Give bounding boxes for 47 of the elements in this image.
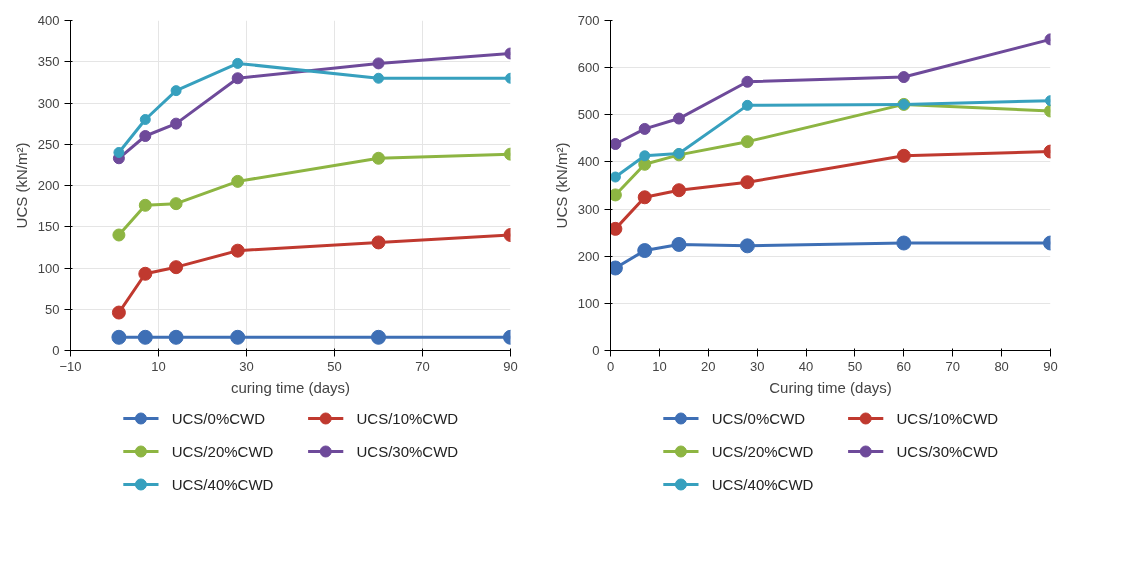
x-tick-label: 70: [415, 358, 430, 374]
legend-label: UCS/40%CWD: [171, 476, 274, 493]
y-tick-label: 200: [577, 248, 600, 264]
y-tick-label: 400: [577, 154, 600, 170]
x-tick-label: −10: [59, 358, 82, 374]
legend-label: UCS/10%CWD: [896, 410, 999, 427]
x-tick-label: 90: [1043, 358, 1058, 374]
y-axis-title: UCS (kN/m²): [552, 142, 570, 229]
y-tick-label: 50: [45, 301, 60, 317]
x-tick-label: 50: [327, 358, 342, 374]
x-tick-label: 40: [798, 358, 814, 374]
y-tick-label: 0: [592, 343, 600, 358]
y-tick-label: 200: [37, 178, 60, 193]
y-tick-label: 300: [577, 201, 600, 217]
x-tick-label: 10: [151, 358, 166, 374]
x-tick-label: 90: [503, 358, 518, 374]
y-tick-label: 250: [37, 136, 60, 152]
legend-label: UCS/0%CWD: [171, 410, 266, 427]
x-tick-label: 70: [945, 358, 960, 374]
y-tick-label: 100: [37, 260, 60, 276]
legend-label: UCS/20%CWD: [711, 443, 814, 460]
x-axis-title: curing time (days): [230, 378, 351, 396]
legend-label: UCS/20%CWD: [171, 443, 274, 460]
y-tick-label: 400: [37, 13, 60, 28]
x-tick-label: 30: [239, 358, 254, 374]
y-axis-title: UCS (kN/m²): [12, 142, 30, 229]
y-tick-label: 0: [52, 343, 60, 358]
legend-label: UCS/30%CWD: [356, 443, 459, 460]
y-tick-label: 600: [577, 60, 600, 76]
y-tick-label: 700: [577, 13, 600, 28]
x-tick-label: 80: [994, 358, 1009, 374]
x-tick-label: 10: [652, 358, 667, 374]
legend-label: UCS/40%CWD: [711, 476, 814, 493]
y-tick-label: 350: [37, 54, 60, 70]
y-tick-label: 150: [37, 219, 60, 235]
x-tick-label: 0: [606, 358, 615, 374]
legend-label: UCS/10%CWD: [356, 410, 459, 427]
legend-label: UCS/0%CWD: [711, 410, 806, 427]
x-axis-title: Curing time (days): [769, 378, 892, 396]
legend-label: UCS/30%CWD: [896, 443, 999, 460]
y-tick-label: 100: [577, 295, 600, 311]
y-tick-label: 300: [37, 95, 60, 111]
y-tick-label: 500: [577, 107, 600, 123]
x-tick-label: 20: [701, 358, 716, 374]
x-tick-label: 50: [847, 358, 863, 374]
x-tick-label: 60: [896, 358, 912, 374]
x-tick-label: 30: [749, 358, 765, 374]
